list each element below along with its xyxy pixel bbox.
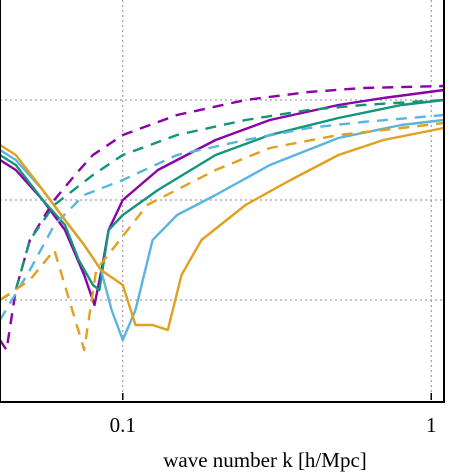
x-axis-label: wave number k [h/Mpc] (163, 448, 367, 472)
x-tick-label-0: 0.1 (110, 413, 136, 437)
series-line-2 (0, 98, 445, 292)
series-line-5 (0, 113, 445, 321)
series-line-0 (0, 88, 445, 307)
series-line-3 (0, 98, 445, 302)
x-ticks: 0.1 1 (110, 393, 437, 437)
series-line-1 (0, 84, 445, 352)
x-tick-label-1: 1 (426, 413, 437, 437)
series-line-6 (0, 126, 445, 332)
grid (0, 0, 444, 400)
series-line-7 (0, 121, 445, 352)
series-group (0, 84, 445, 352)
plot-frame (0, 0, 445, 403)
